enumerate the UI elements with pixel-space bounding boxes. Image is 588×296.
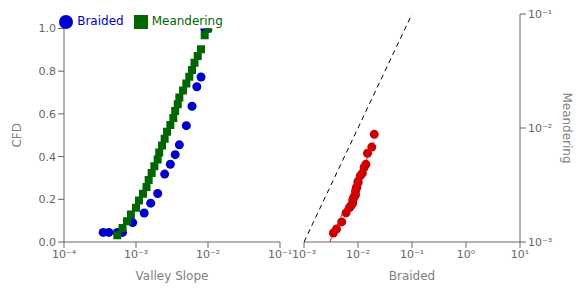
svg-text:10⁻¹: 10⁻¹ (268, 248, 292, 261)
svg-text:Valley Slope: Valley Slope (136, 269, 209, 283)
svg-text:Meandering: Meandering (560, 92, 574, 163)
svg-text:10⁻³: 10⁻³ (292, 248, 316, 261)
html-text:Braided: Braided (77, 14, 124, 28)
svg-text:10⁻³: 10⁻³ (528, 236, 552, 249)
svg-text:10⁻²: 10⁻² (346, 248, 370, 261)
svg-text:0.2: 0.2 (39, 193, 57, 206)
svg-text:0.4: 0.4 (39, 151, 57, 164)
svg-text:1.0: 1.0 (39, 22, 57, 35)
html-text:Meandering: Meandering (151, 14, 223, 28)
svg-text:10⁻¹: 10⁻¹ (400, 248, 424, 261)
svg-text:10⁰: 10⁰ (457, 248, 476, 261)
svg-text:CFD: CFD (10, 123, 24, 148)
svg-text:10⁻³: 10⁻³ (124, 248, 148, 261)
svg-text:10⁻⁴: 10⁻⁴ (52, 248, 77, 261)
svg-text:0.0: 0.0 (39, 236, 57, 249)
svg-text:10⁻¹: 10⁻¹ (528, 8, 552, 21)
svg-text:0.8: 0.8 (39, 65, 57, 78)
svg-text:Braided: Braided (389, 269, 435, 283)
svg-text:0.6: 0.6 (39, 108, 57, 121)
svg-text:10⁻²: 10⁻² (196, 248, 220, 261)
svg-text:10¹: 10¹ (511, 248, 529, 261)
svg-text:10⁻²: 10⁻² (528, 122, 552, 135)
